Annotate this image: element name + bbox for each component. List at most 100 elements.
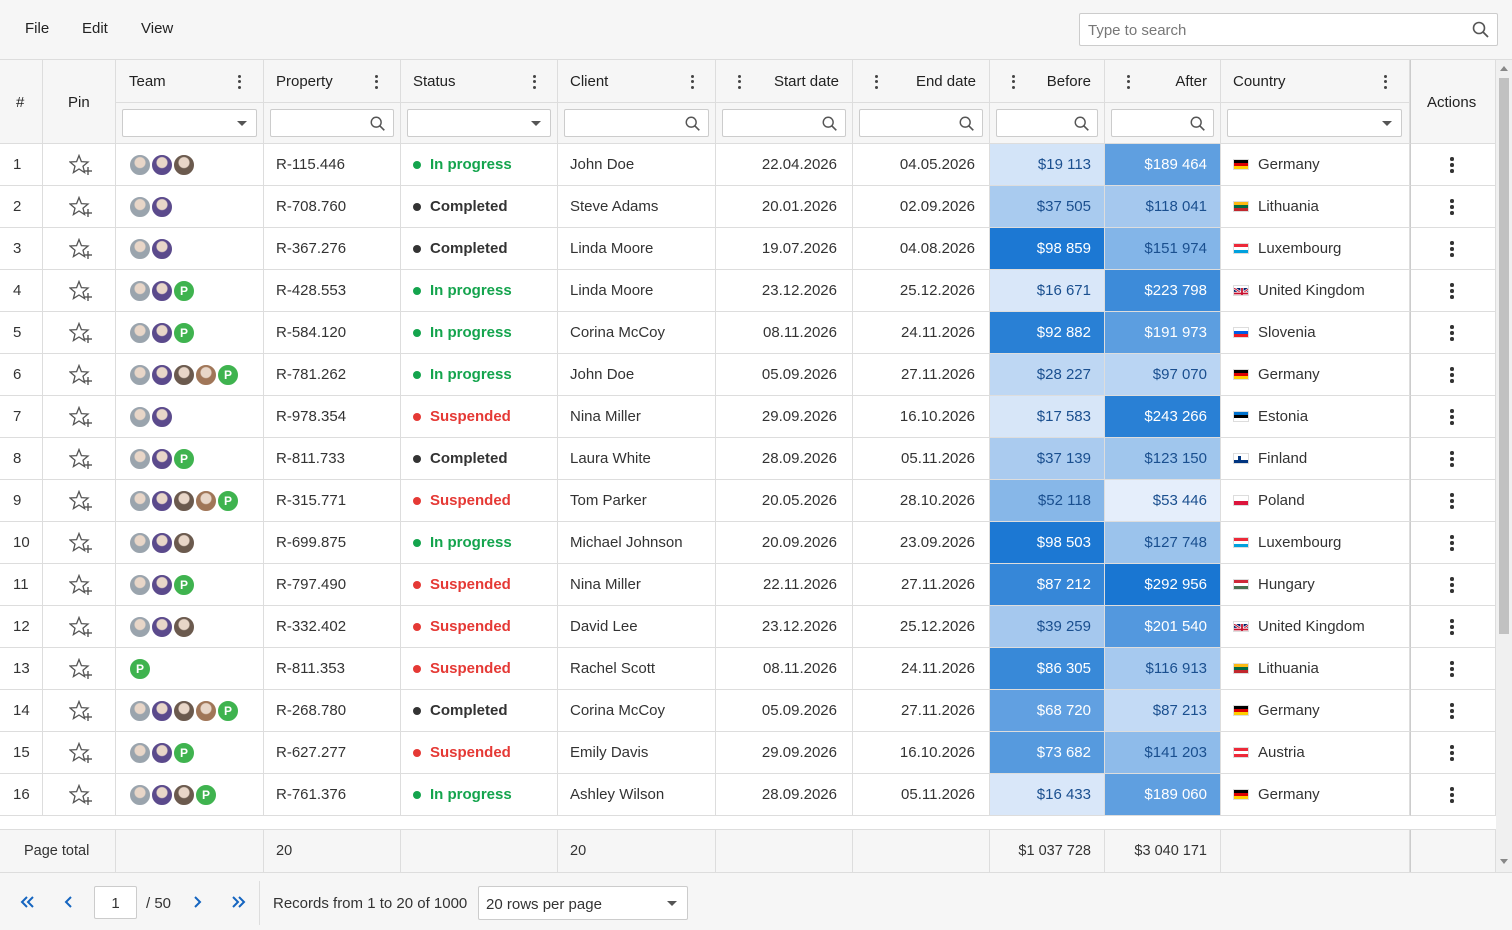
avatar-initial[interactable]: P [216, 699, 240, 723]
status-filter-select[interactable] [407, 109, 551, 137]
pin-star-icon[interactable] [69, 532, 93, 554]
row-actions-menu-icon[interactable] [1450, 325, 1454, 341]
column-menu-icon[interactable] [1126, 73, 1130, 89]
avatar[interactable] [150, 699, 174, 723]
avatar[interactable] [150, 783, 174, 807]
column-menu-icon[interactable] [1383, 73, 1387, 89]
scrollbar-thumb[interactable] [1499, 78, 1509, 634]
previous-page-icon[interactable] [64, 895, 74, 909]
column-menu-icon[interactable] [237, 73, 241, 89]
pin-star-icon[interactable] [69, 658, 93, 680]
avatar[interactable] [150, 573, 174, 597]
scroll-up-icon[interactable] [1500, 66, 1508, 71]
pin-star-icon[interactable] [69, 364, 93, 386]
pin-star-icon[interactable] [69, 196, 93, 218]
avatar[interactable] [150, 195, 174, 219]
row-actions-menu-icon[interactable] [1450, 199, 1454, 215]
avatar[interactable] [128, 615, 152, 639]
avatar[interactable] [128, 405, 152, 429]
row-actions-menu-icon[interactable] [1450, 367, 1454, 383]
pin-star-icon[interactable] [69, 700, 93, 722]
avatar[interactable] [172, 531, 196, 555]
avatar[interactable] [172, 489, 196, 513]
column-menu-icon[interactable] [737, 73, 741, 89]
avatar[interactable] [128, 153, 152, 177]
avatar[interactable] [128, 237, 152, 261]
client-filter-input[interactable] [564, 109, 709, 137]
avatar-initial[interactable]: P [216, 489, 240, 513]
avatar[interactable] [172, 363, 196, 387]
avatar[interactable] [128, 573, 152, 597]
menu-file[interactable]: File [25, 20, 50, 37]
row-actions-menu-icon[interactable] [1450, 493, 1454, 509]
row-actions-menu-icon[interactable] [1450, 745, 1454, 761]
pin-star-icon[interactable] [69, 574, 93, 596]
header-after[interactable]: After [1105, 60, 1221, 103]
first-page-icon[interactable] [19, 895, 35, 909]
column-menu-icon[interactable] [690, 73, 694, 89]
avatar[interactable] [128, 783, 152, 807]
avatar[interactable] [172, 615, 196, 639]
search-icon[interactable] [1471, 20, 1491, 40]
avatar[interactable] [128, 489, 152, 513]
country-filter-select[interactable] [1227, 109, 1402, 137]
row-actions-menu-icon[interactable] [1450, 157, 1454, 173]
avatar[interactable] [150, 615, 174, 639]
next-page-icon[interactable] [192, 895, 202, 909]
avatar-initial[interactable]: P [172, 447, 196, 471]
avatar[interactable] [150, 741, 174, 765]
pin-star-icon[interactable] [69, 616, 93, 638]
row-actions-menu-icon[interactable] [1450, 241, 1454, 257]
avatar-initial[interactable]: P [128, 657, 152, 681]
avatar[interactable] [128, 699, 152, 723]
avatar[interactable] [150, 489, 174, 513]
pin-star-icon[interactable] [69, 490, 93, 512]
avatar[interactable] [128, 363, 152, 387]
row-actions-menu-icon[interactable] [1450, 577, 1454, 593]
avatar[interactable] [150, 531, 174, 555]
pin-star-icon[interactable] [69, 448, 93, 470]
row-actions-menu-icon[interactable] [1450, 787, 1454, 803]
menu-view[interactable]: View [141, 20, 174, 37]
column-menu-icon[interactable] [874, 73, 878, 89]
avatar-initial[interactable]: P [172, 741, 196, 765]
header-country[interactable]: Country [1221, 60, 1410, 103]
row-actions-menu-icon[interactable] [1450, 661, 1454, 677]
pin-star-icon[interactable] [69, 784, 93, 806]
scroll-down-icon[interactable] [1500, 859, 1508, 864]
header-before[interactable]: Before [990, 60, 1105, 103]
avatar[interactable] [128, 531, 152, 555]
menu-edit[interactable]: Edit [82, 20, 108, 37]
avatar[interactable] [128, 279, 152, 303]
page-number-input[interactable]: 1 [94, 886, 137, 919]
pin-star-icon[interactable] [69, 280, 93, 302]
header-status[interactable]: Status [401, 60, 558, 103]
pin-star-icon[interactable] [69, 322, 93, 344]
avatar[interactable] [194, 699, 218, 723]
row-actions-menu-icon[interactable] [1450, 535, 1454, 551]
before-filter-input[interactable] [996, 109, 1098, 137]
pin-star-icon[interactable] [69, 154, 93, 176]
row-actions-menu-icon[interactable] [1450, 703, 1454, 719]
column-menu-icon[interactable] [532, 73, 536, 89]
avatar[interactable] [128, 447, 152, 471]
avatar[interactable] [194, 363, 218, 387]
after-filter-input[interactable] [1111, 109, 1214, 137]
header-start-date[interactable]: Start date [716, 60, 853, 103]
row-actions-menu-icon[interactable] [1450, 619, 1454, 635]
end-date-filter-input[interactable] [859, 109, 983, 137]
avatar[interactable] [172, 153, 196, 177]
pin-star-icon[interactable] [69, 406, 93, 428]
row-actions-menu-icon[interactable] [1450, 283, 1454, 299]
vertical-scrollbar[interactable] [1496, 60, 1512, 872]
header-property[interactable]: Property [264, 60, 401, 103]
avatar[interactable] [150, 321, 174, 345]
search-input[interactable]: Type to search [1079, 13, 1498, 46]
avatar[interactable] [128, 321, 152, 345]
team-filter-select[interactable] [122, 109, 257, 137]
pin-star-icon[interactable] [69, 742, 93, 764]
avatar[interactable] [150, 447, 174, 471]
start-date-filter-input[interactable] [722, 109, 846, 137]
avatar[interactable] [150, 237, 174, 261]
avatar[interactable] [150, 153, 174, 177]
